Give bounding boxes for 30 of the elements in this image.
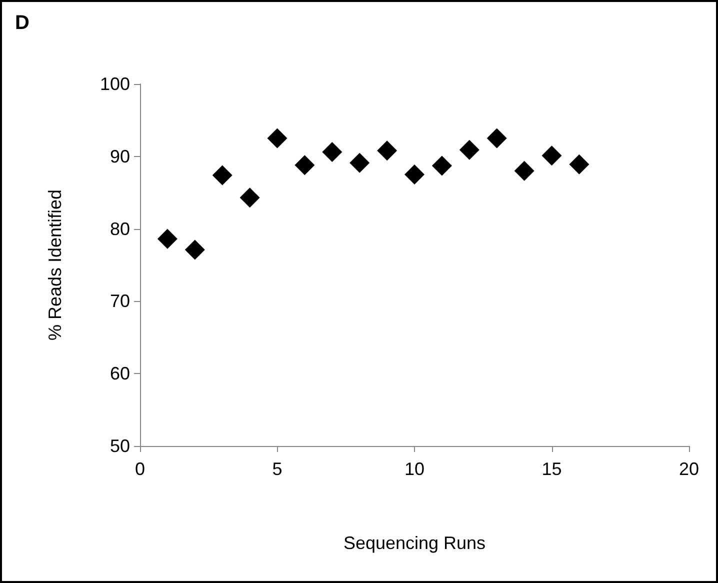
point xyxy=(459,140,480,160)
point xyxy=(240,188,260,208)
x-tick-label: 0 xyxy=(134,459,146,479)
point xyxy=(432,156,452,176)
x-axis-title: Sequencing Runs xyxy=(343,533,486,553)
x-tick-label: 5 xyxy=(272,459,282,479)
x-tick-label: 10 xyxy=(404,459,425,479)
y-tick-label: 70 xyxy=(110,291,130,312)
y-tick-label: 80 xyxy=(110,218,130,239)
point xyxy=(514,160,534,181)
point xyxy=(486,128,507,148)
point xyxy=(294,155,315,176)
y-tick-label: 50 xyxy=(110,436,130,456)
point xyxy=(350,152,370,173)
chart-title: D xyxy=(15,12,30,34)
y-tick-label: 90 xyxy=(110,146,130,166)
point xyxy=(542,146,562,166)
y-axis-title: % Reads Identified xyxy=(45,189,65,341)
point xyxy=(377,140,398,161)
x-tick-label: 15 xyxy=(542,459,562,479)
point xyxy=(267,128,288,148)
y-tick-label: 100 xyxy=(100,74,130,94)
point xyxy=(569,154,590,174)
y-tick-label: 60 xyxy=(110,364,130,384)
x-tick-label: 20 xyxy=(678,459,700,479)
point xyxy=(184,240,205,260)
point xyxy=(322,142,342,162)
point xyxy=(404,164,424,184)
point xyxy=(212,165,232,186)
point xyxy=(157,228,178,249)
